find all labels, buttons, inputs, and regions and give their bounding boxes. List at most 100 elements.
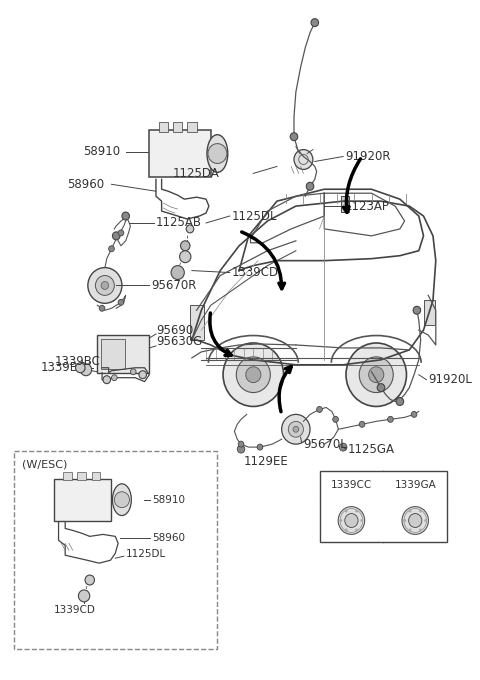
Text: (W/ESC): (W/ESC) — [22, 460, 67, 470]
Circle shape — [419, 528, 422, 532]
Text: 1125DA: 1125DA — [173, 167, 220, 180]
Circle shape — [339, 443, 347, 451]
Circle shape — [103, 376, 110, 384]
Circle shape — [333, 416, 338, 422]
Bar — [63, 472, 72, 480]
Text: 58960: 58960 — [152, 533, 185, 543]
Circle shape — [118, 230, 124, 236]
Circle shape — [408, 528, 411, 532]
Circle shape — [293, 426, 299, 432]
Circle shape — [108, 245, 114, 252]
Circle shape — [171, 266, 184, 279]
Circle shape — [339, 519, 342, 522]
Circle shape — [78, 590, 90, 602]
Circle shape — [99, 305, 105, 311]
Circle shape — [85, 575, 95, 585]
Bar — [159, 122, 168, 132]
Circle shape — [317, 407, 323, 412]
Ellipse shape — [207, 135, 228, 173]
Bar — [423, 301, 435, 325]
Circle shape — [345, 528, 348, 532]
Text: 58910: 58910 — [83, 145, 120, 158]
Circle shape — [96, 275, 114, 295]
Circle shape — [180, 251, 191, 262]
Bar — [341, 197, 349, 212]
Text: 1125DL: 1125DL — [231, 209, 277, 222]
Bar — [190, 305, 204, 340]
Circle shape — [114, 492, 130, 507]
Text: 95670L: 95670L — [303, 438, 347, 451]
Circle shape — [419, 509, 422, 513]
Circle shape — [290, 133, 298, 141]
Text: 1339CD: 1339CD — [54, 605, 96, 615]
Text: 91920L: 91920L — [428, 373, 472, 386]
Text: 1123AP: 1123AP — [345, 200, 390, 213]
Circle shape — [402, 507, 429, 534]
Bar — [173, 122, 182, 132]
Circle shape — [257, 444, 263, 450]
Text: 95670R: 95670R — [151, 279, 197, 292]
Circle shape — [359, 357, 393, 392]
Circle shape — [186, 225, 194, 233]
Circle shape — [112, 232, 120, 240]
Circle shape — [101, 282, 108, 290]
Circle shape — [246, 367, 261, 383]
Circle shape — [294, 150, 313, 169]
Bar — [77, 472, 86, 480]
Text: 1339BC: 1339BC — [41, 361, 86, 374]
Circle shape — [237, 445, 245, 453]
Circle shape — [411, 411, 417, 418]
Text: 1339CD: 1339CD — [231, 266, 279, 279]
Bar — [320, 471, 447, 543]
Circle shape — [346, 343, 407, 407]
Circle shape — [338, 507, 365, 534]
Text: 91920R: 91920R — [345, 150, 391, 163]
Circle shape — [408, 509, 411, 513]
Circle shape — [355, 528, 358, 532]
Circle shape — [377, 384, 385, 392]
Circle shape — [345, 509, 348, 513]
Text: 1129EE: 1129EE — [244, 454, 288, 468]
Text: 1125GA: 1125GA — [348, 443, 395, 456]
Text: 95630G: 95630G — [156, 335, 202, 348]
Bar — [101, 339, 125, 369]
Circle shape — [180, 241, 190, 251]
Text: 1125AB: 1125AB — [156, 216, 202, 229]
Circle shape — [122, 212, 130, 220]
Bar — [92, 472, 100, 480]
Circle shape — [111, 375, 117, 381]
Circle shape — [282, 414, 310, 444]
Circle shape — [369, 367, 384, 383]
Bar — [149, 130, 211, 177]
Circle shape — [345, 513, 358, 528]
Circle shape — [131, 369, 136, 375]
Circle shape — [424, 519, 427, 522]
Text: 1125DL: 1125DL — [126, 549, 166, 559]
Circle shape — [223, 343, 284, 407]
Circle shape — [311, 18, 319, 27]
Circle shape — [408, 513, 422, 528]
Text: 1339CC: 1339CC — [331, 480, 372, 490]
Circle shape — [288, 422, 303, 437]
Text: 95690: 95690 — [156, 324, 193, 337]
Circle shape — [403, 519, 406, 522]
Circle shape — [396, 398, 404, 405]
Text: 1339BC: 1339BC — [55, 356, 101, 369]
Circle shape — [359, 422, 365, 427]
Bar — [187, 122, 197, 132]
Circle shape — [208, 143, 227, 163]
Circle shape — [360, 519, 363, 522]
Text: 1339GA: 1339GA — [395, 480, 436, 490]
Text: 58960: 58960 — [67, 177, 104, 191]
Text: 58910: 58910 — [152, 494, 185, 505]
Circle shape — [88, 268, 122, 303]
Circle shape — [413, 306, 420, 314]
Circle shape — [118, 299, 124, 305]
Circle shape — [306, 182, 314, 190]
Bar — [14, 451, 217, 649]
Circle shape — [80, 364, 92, 376]
Bar — [54, 479, 110, 520]
Ellipse shape — [112, 483, 132, 515]
Circle shape — [355, 509, 358, 513]
Circle shape — [75, 363, 85, 373]
